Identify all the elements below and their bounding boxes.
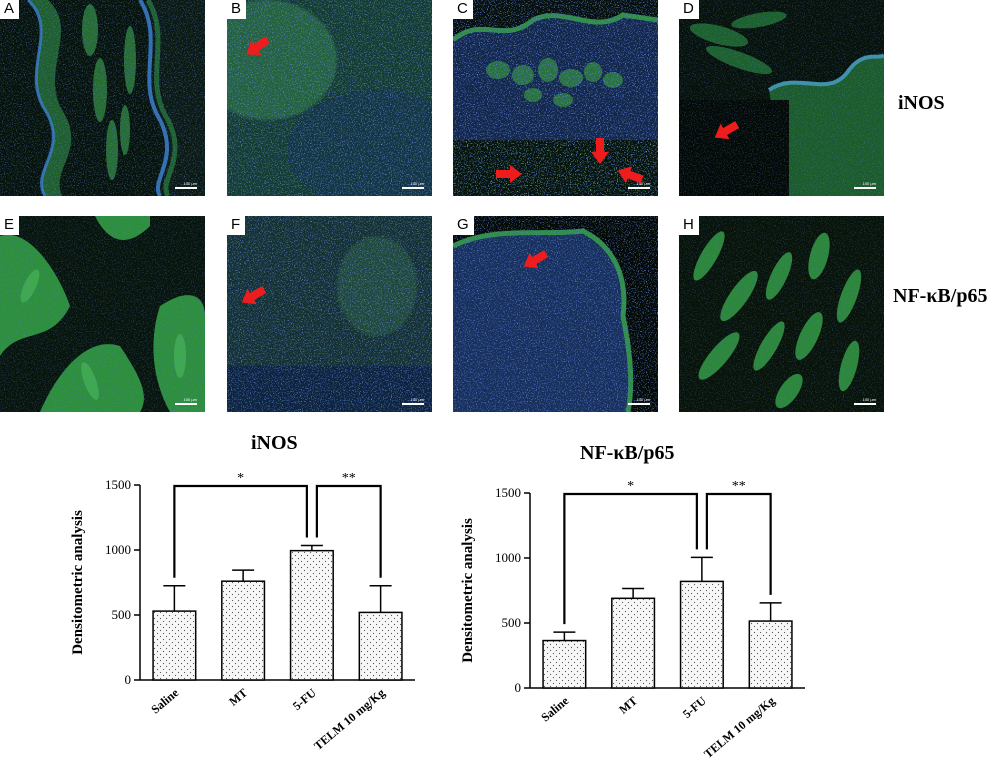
panel-label: C	[453, 0, 473, 19]
bar	[611, 597, 656, 689]
row-label-inos: iNOS	[898, 92, 945, 114]
scale-bar-label: 100 µm	[183, 397, 197, 402]
y-tick-label: 0	[125, 672, 132, 687]
panel-label: E	[0, 216, 20, 235]
significance-label: *	[627, 479, 634, 494]
micrograph-h-image	[679, 216, 884, 412]
scale-bar-label: 100 µm	[410, 181, 424, 186]
bar	[748, 620, 793, 689]
panel-label: F	[227, 216, 246, 235]
scale-bar	[628, 187, 650, 189]
micrograph-panel-f: F 100 µm	[227, 216, 432, 412]
red-arrow-icon	[241, 286, 267, 305]
y-axis-label: Densitometric analysis	[70, 510, 86, 655]
red-arrow-icon	[714, 121, 740, 140]
bar	[542, 639, 587, 689]
scale-bar-label: 100 µm	[636, 397, 650, 402]
bar	[358, 611, 403, 681]
significance-bracket	[705, 492, 772, 595]
red-arrow-icon	[617, 166, 644, 184]
y-tick-label: 1500	[495, 485, 521, 500]
x-tick-label: Saline	[538, 693, 572, 724]
red-arrow-icon	[496, 165, 522, 183]
scale-bar	[175, 403, 197, 405]
scale-bar-label: 100 µm	[183, 181, 197, 186]
x-tick-label: 5-FU	[680, 693, 709, 721]
significance-bracket	[563, 492, 698, 625]
y-tick-label: 1000	[495, 550, 521, 565]
x-tick-label: Saline	[148, 685, 182, 716]
micrograph-g-image	[453, 216, 658, 412]
bar	[221, 580, 266, 681]
scale-bar	[402, 403, 424, 405]
y-tick-label: 1000	[105, 542, 131, 557]
panel-label: A	[0, 0, 20, 19]
y-axis-label: Densitometric analysis	[460, 518, 476, 663]
micrograph-panel-a: A 100 µm	[0, 0, 205, 196]
panel-label: H	[679, 216, 699, 235]
x-tick-label: 5-FU	[290, 685, 319, 713]
scale-bar	[402, 187, 424, 189]
bar	[289, 549, 334, 681]
micrograph-panel-h: H 100 µm	[679, 216, 884, 412]
panel-label: B	[227, 0, 247, 19]
red-arrow-icon	[591, 138, 609, 164]
scale-bar	[854, 187, 876, 189]
micrograph-d-image	[679, 0, 884, 196]
red-arrow-icon	[523, 250, 549, 269]
x-tick-label: MT	[616, 694, 640, 717]
micrograph-panel-d: D 100 µm	[679, 0, 884, 196]
significance-label: *	[237, 471, 244, 486]
micrograph-a-image	[0, 0, 205, 196]
panel-label: D	[679, 0, 699, 19]
significance-bracket	[173, 484, 308, 578]
micrograph-panel-e: E 100 µm	[0, 216, 205, 412]
micrograph-e-image	[0, 216, 205, 412]
y-tick-label: 500	[502, 615, 522, 630]
micrograph-b-image	[227, 0, 432, 196]
x-tick-label: TELM 10 mg/Kg	[701, 694, 777, 761]
panel-label: G	[453, 216, 474, 235]
micrograph-c-image	[453, 0, 658, 196]
x-tick-label: MT	[226, 686, 250, 709]
chart-title-inos: iNOS	[251, 432, 298, 454]
significance-bracket	[315, 484, 382, 578]
micrograph-f-image	[227, 216, 432, 412]
bar	[679, 580, 724, 689]
scale-bar-label: 100 µm	[862, 181, 876, 186]
bar-chart-nfkb: 0 500 1000 1500 Densitometric analysis Saline…	[460, 479, 805, 761]
micrograph-panel-c: C 100 µm	[453, 0, 658, 196]
chart-title-nfkb: NF-κB/p65	[580, 442, 675, 464]
significance-label: **	[732, 479, 746, 494]
scale-bar-label: 100 µm	[636, 181, 650, 186]
y-tick-label: 0	[515, 680, 522, 695]
y-tick-label: 1500	[105, 477, 131, 492]
bar	[152, 610, 197, 681]
scale-bar-label: 100 µm	[410, 397, 424, 402]
micrograph-panel-g: G 100 µm	[453, 216, 658, 412]
row-label-nfkb: NF-κB/p65	[893, 285, 988, 307]
scale-bar	[628, 403, 650, 405]
y-tick-label: 500	[112, 607, 132, 622]
x-tick-label: TELM 10 mg/Kg	[311, 686, 387, 753]
significance-label: **	[342, 471, 356, 486]
micrograph-panel-b: B 100 µm	[227, 0, 432, 196]
scale-bar	[175, 187, 197, 189]
scale-bar	[854, 403, 876, 405]
scale-bar-label: 100 µm	[862, 397, 876, 402]
red-arrow-icon	[246, 36, 270, 55]
bar-chart-inos: 0 500 1000 1500 Densitometric analysis Saline…	[70, 471, 415, 753]
